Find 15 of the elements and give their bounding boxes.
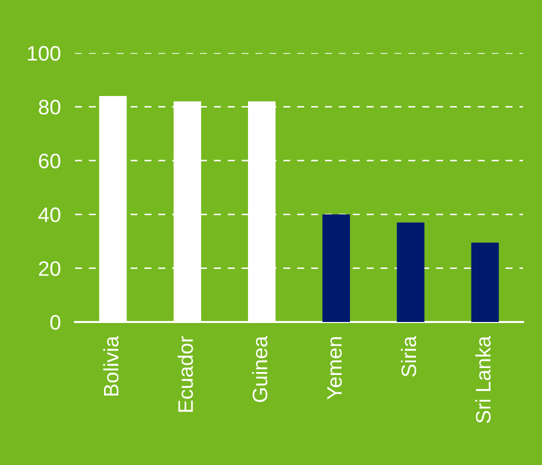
y-tick-label: 20 xyxy=(38,261,60,276)
y-tick-label: 0 xyxy=(50,315,60,330)
x-tick-label: Siria xyxy=(400,336,416,377)
bar xyxy=(322,214,350,322)
y-tick-label: 40 xyxy=(38,207,60,222)
bar xyxy=(396,222,424,322)
x-tick-label: Sri Lanka xyxy=(475,336,491,423)
x-tick-label: Yemen xyxy=(327,337,342,400)
x-tick-label: Ecuador xyxy=(178,336,193,412)
bar xyxy=(471,242,499,322)
x-tick-label: Bolivia xyxy=(103,336,119,396)
y-tick-label: 60 xyxy=(39,154,60,168)
y-tick-label: 100 xyxy=(28,46,60,61)
y-tick-label: 80 xyxy=(38,100,60,115)
x-tick-label: Guinea xyxy=(252,336,268,402)
